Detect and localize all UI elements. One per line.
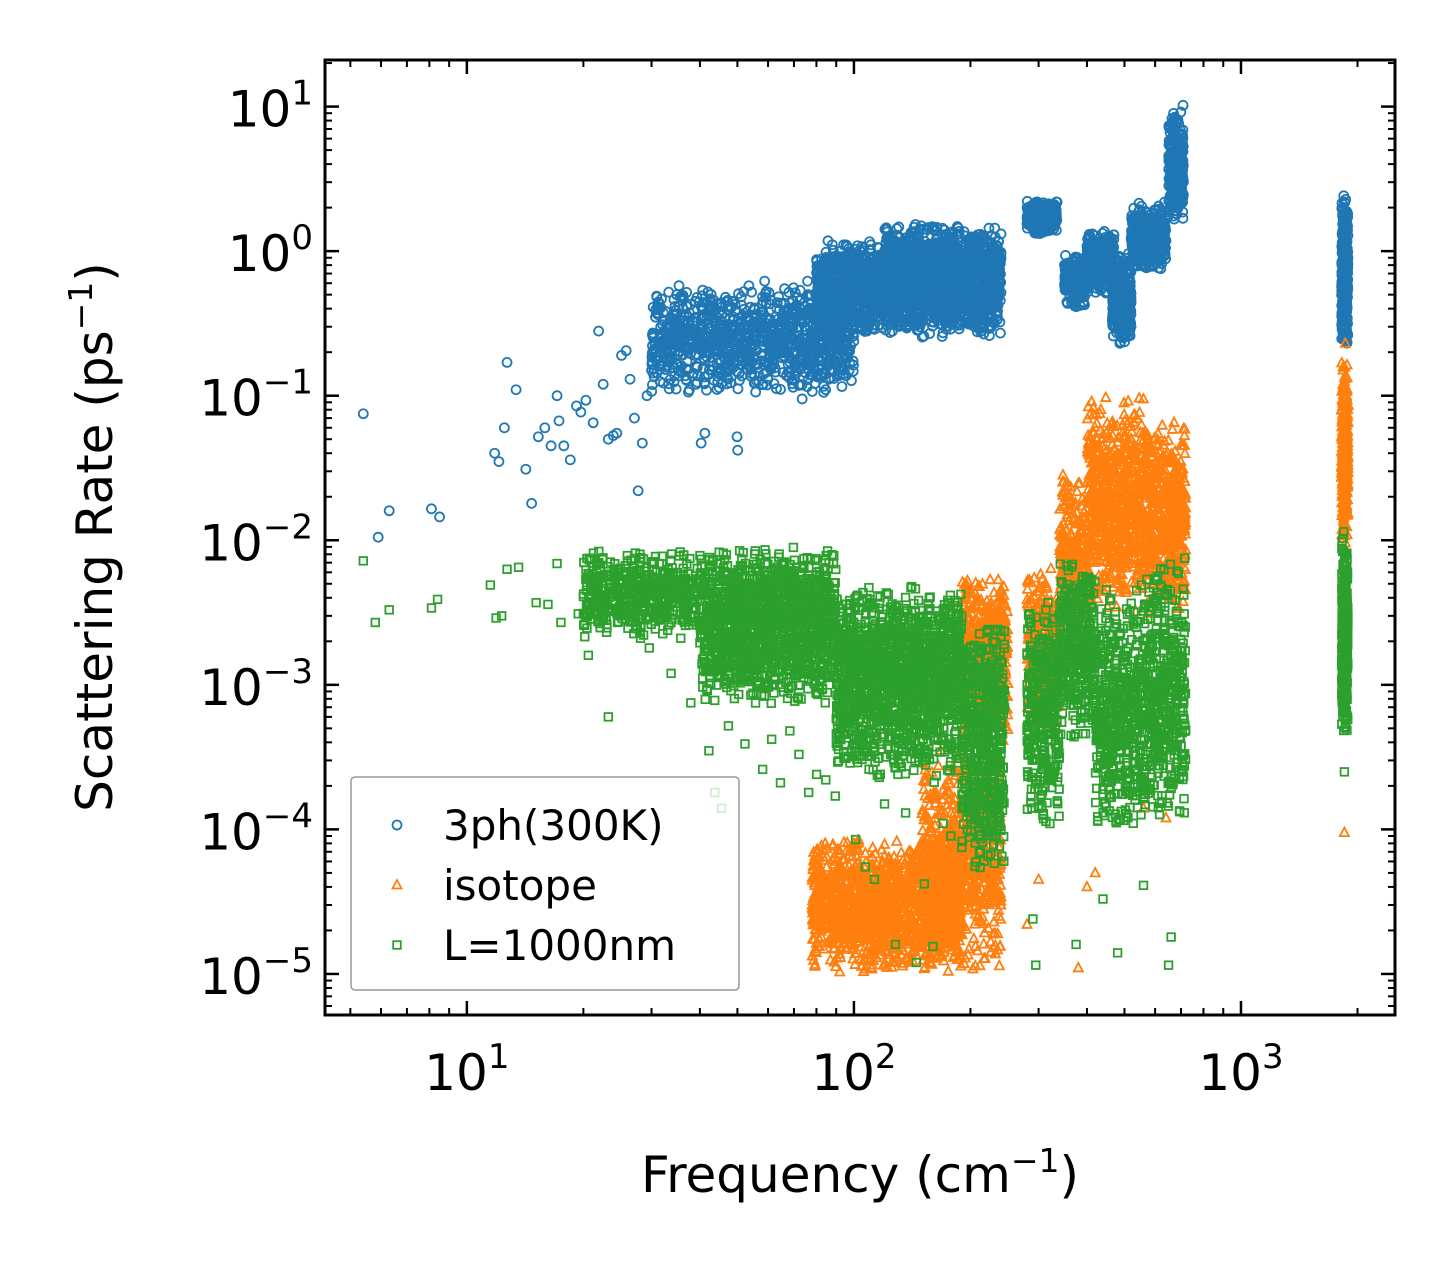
data-point xyxy=(732,383,744,395)
data-point xyxy=(673,280,685,292)
data-point xyxy=(989,222,1001,234)
series-3ph(300K) xyxy=(357,99,1354,543)
data-point xyxy=(818,386,830,398)
data-layer xyxy=(357,99,1354,977)
data-point xyxy=(663,383,675,395)
data-point xyxy=(749,316,760,328)
data-point xyxy=(750,386,762,398)
data-point xyxy=(647,327,659,339)
data-point xyxy=(670,383,682,395)
data-point xyxy=(701,384,712,396)
data-point xyxy=(836,381,848,392)
data-point xyxy=(994,327,1006,339)
